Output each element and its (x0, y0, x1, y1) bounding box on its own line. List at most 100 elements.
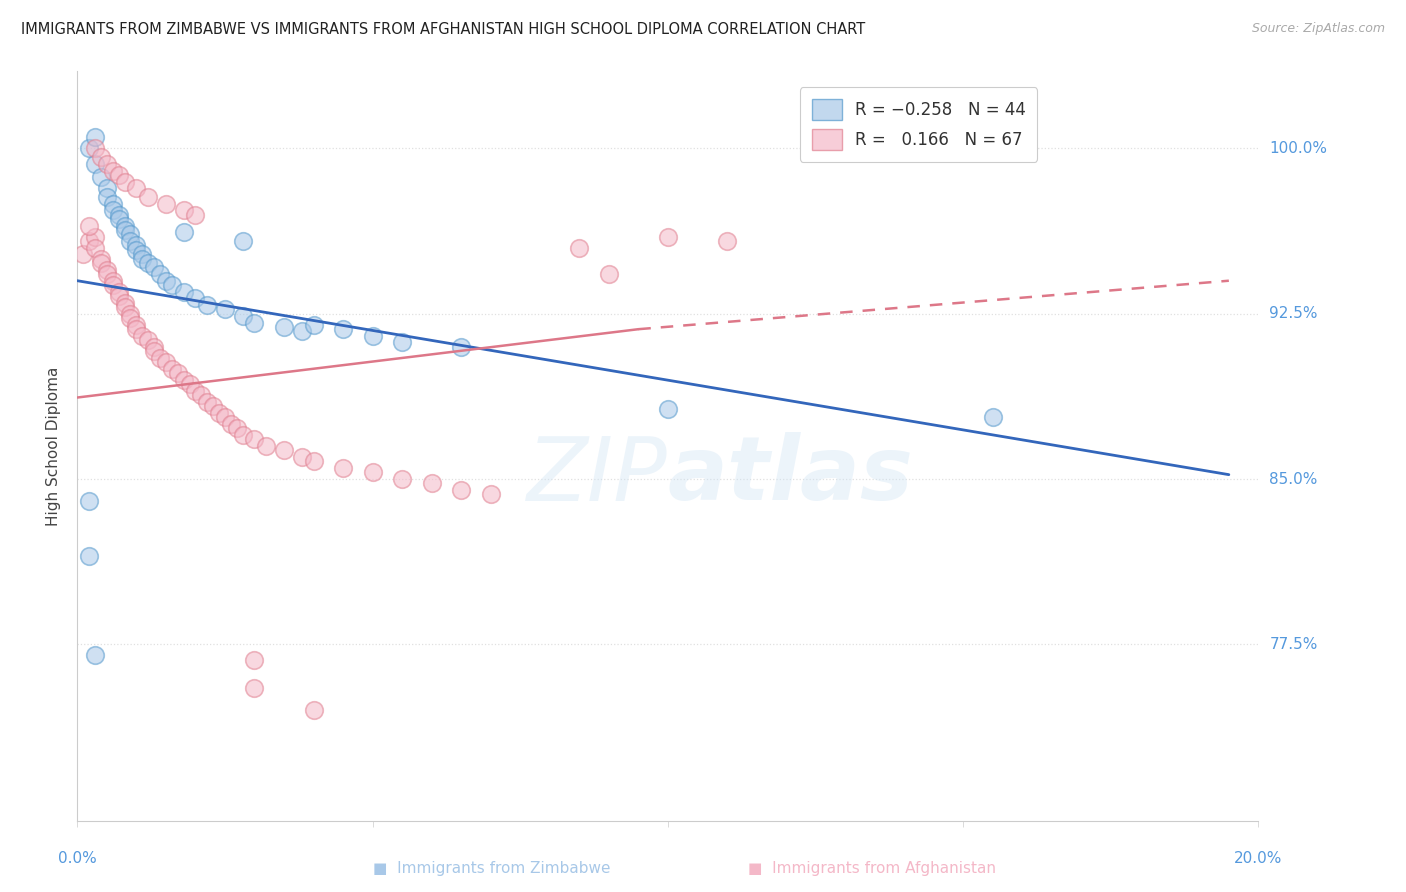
Point (101, 196, 124, 211)
Point (131, 252, 153, 266)
Point (149, 267, 172, 281)
Point (981, 410, 1004, 425)
Point (391, 335, 413, 350)
Point (219, 417, 242, 431)
Text: IMMIGRANTS FROM ZIMBABWE VS IMMIGRANTS FROM AFGHANISTAN HIGH SCHOOL DIPLOMA CORR: IMMIGRANTS FROM ZIMBABWE VS IMMIGRANTS F… (21, 22, 865, 37)
Point (84, 130, 107, 145)
Point (173, 225, 195, 239)
Point (90, 252, 112, 266)
Point (332, 461, 354, 475)
Point (155, 355, 177, 369)
Point (202, 400, 225, 414)
Point (160, 362, 183, 376)
Point (184, 384, 207, 398)
Point (232, 428, 254, 442)
Point (184, 291, 207, 305)
Point (173, 285, 195, 299)
Point (149, 351, 172, 365)
Point (114, 300, 136, 314)
Point (195, 298, 218, 312)
Point (96, 190, 118, 204)
Point (302, 703, 325, 717)
Point (225, 421, 247, 435)
Point (273, 320, 295, 334)
Point (136, 333, 159, 347)
Point (90, 170, 112, 185)
Point (120, 311, 142, 326)
Point (90, 150, 112, 164)
Point (114, 175, 136, 189)
Point (243, 681, 266, 696)
Point (96, 181, 118, 195)
Text: atlas: atlas (668, 433, 914, 519)
Point (131, 247, 153, 261)
Text: ■  Immigrants from Afghanistan: ■ Immigrants from Afghanistan (748, 861, 995, 876)
Point (243, 316, 266, 330)
Point (101, 203, 124, 218)
Point (77, 141, 100, 155)
Point (84, 648, 107, 663)
Point (114, 219, 136, 233)
Point (143, 340, 166, 354)
Point (173, 373, 195, 387)
Point (361, 328, 384, 343)
Point (101, 163, 124, 178)
Text: ZIP: ZIP (527, 433, 668, 519)
Text: Source: ZipAtlas.com: Source: ZipAtlas.com (1251, 22, 1385, 36)
Point (143, 260, 166, 275)
Y-axis label: High School Diploma: High School Diploma (46, 367, 62, 525)
Point (332, 322, 354, 336)
Point (391, 472, 413, 486)
Point (101, 274, 124, 288)
Point (190, 388, 212, 402)
Point (361, 466, 384, 480)
Point (77, 494, 100, 508)
Point (420, 476, 443, 491)
Point (232, 309, 254, 323)
Point (291, 325, 314, 339)
Legend: R = −0.258   N = 44, R =   0.166   N = 67: R = −0.258 N = 44, R = 0.166 N = 67 (800, 87, 1038, 161)
Text: 92.5%: 92.5% (1270, 306, 1317, 321)
Point (131, 328, 153, 343)
Point (114, 295, 136, 310)
Point (125, 243, 148, 257)
Text: 20.0%: 20.0% (1234, 851, 1282, 866)
Point (450, 483, 472, 497)
Point (125, 238, 148, 252)
Point (160, 278, 183, 293)
Point (302, 454, 325, 468)
Point (84, 229, 107, 244)
Point (136, 256, 159, 270)
Point (84, 241, 107, 255)
Point (136, 190, 159, 204)
Point (208, 406, 231, 420)
Point (96, 157, 118, 171)
Point (96, 262, 118, 277)
Point (214, 302, 236, 317)
Point (84, 141, 107, 155)
Point (450, 340, 472, 354)
Point (155, 196, 177, 211)
Point (657, 229, 679, 244)
Point (254, 439, 277, 453)
Point (77, 549, 100, 564)
Point (72, 247, 94, 261)
Point (243, 433, 266, 447)
Point (107, 212, 129, 227)
Point (179, 377, 201, 392)
Point (125, 322, 148, 336)
Point (107, 289, 129, 303)
Point (96, 267, 118, 281)
Point (77, 234, 100, 248)
Point (77, 219, 100, 233)
Point (125, 181, 148, 195)
Point (291, 450, 314, 464)
Point (716, 234, 738, 248)
Point (143, 344, 166, 359)
Point (120, 234, 142, 248)
Point (107, 208, 129, 222)
Point (214, 410, 236, 425)
Point (195, 395, 218, 409)
Point (125, 318, 148, 332)
Point (120, 307, 142, 321)
